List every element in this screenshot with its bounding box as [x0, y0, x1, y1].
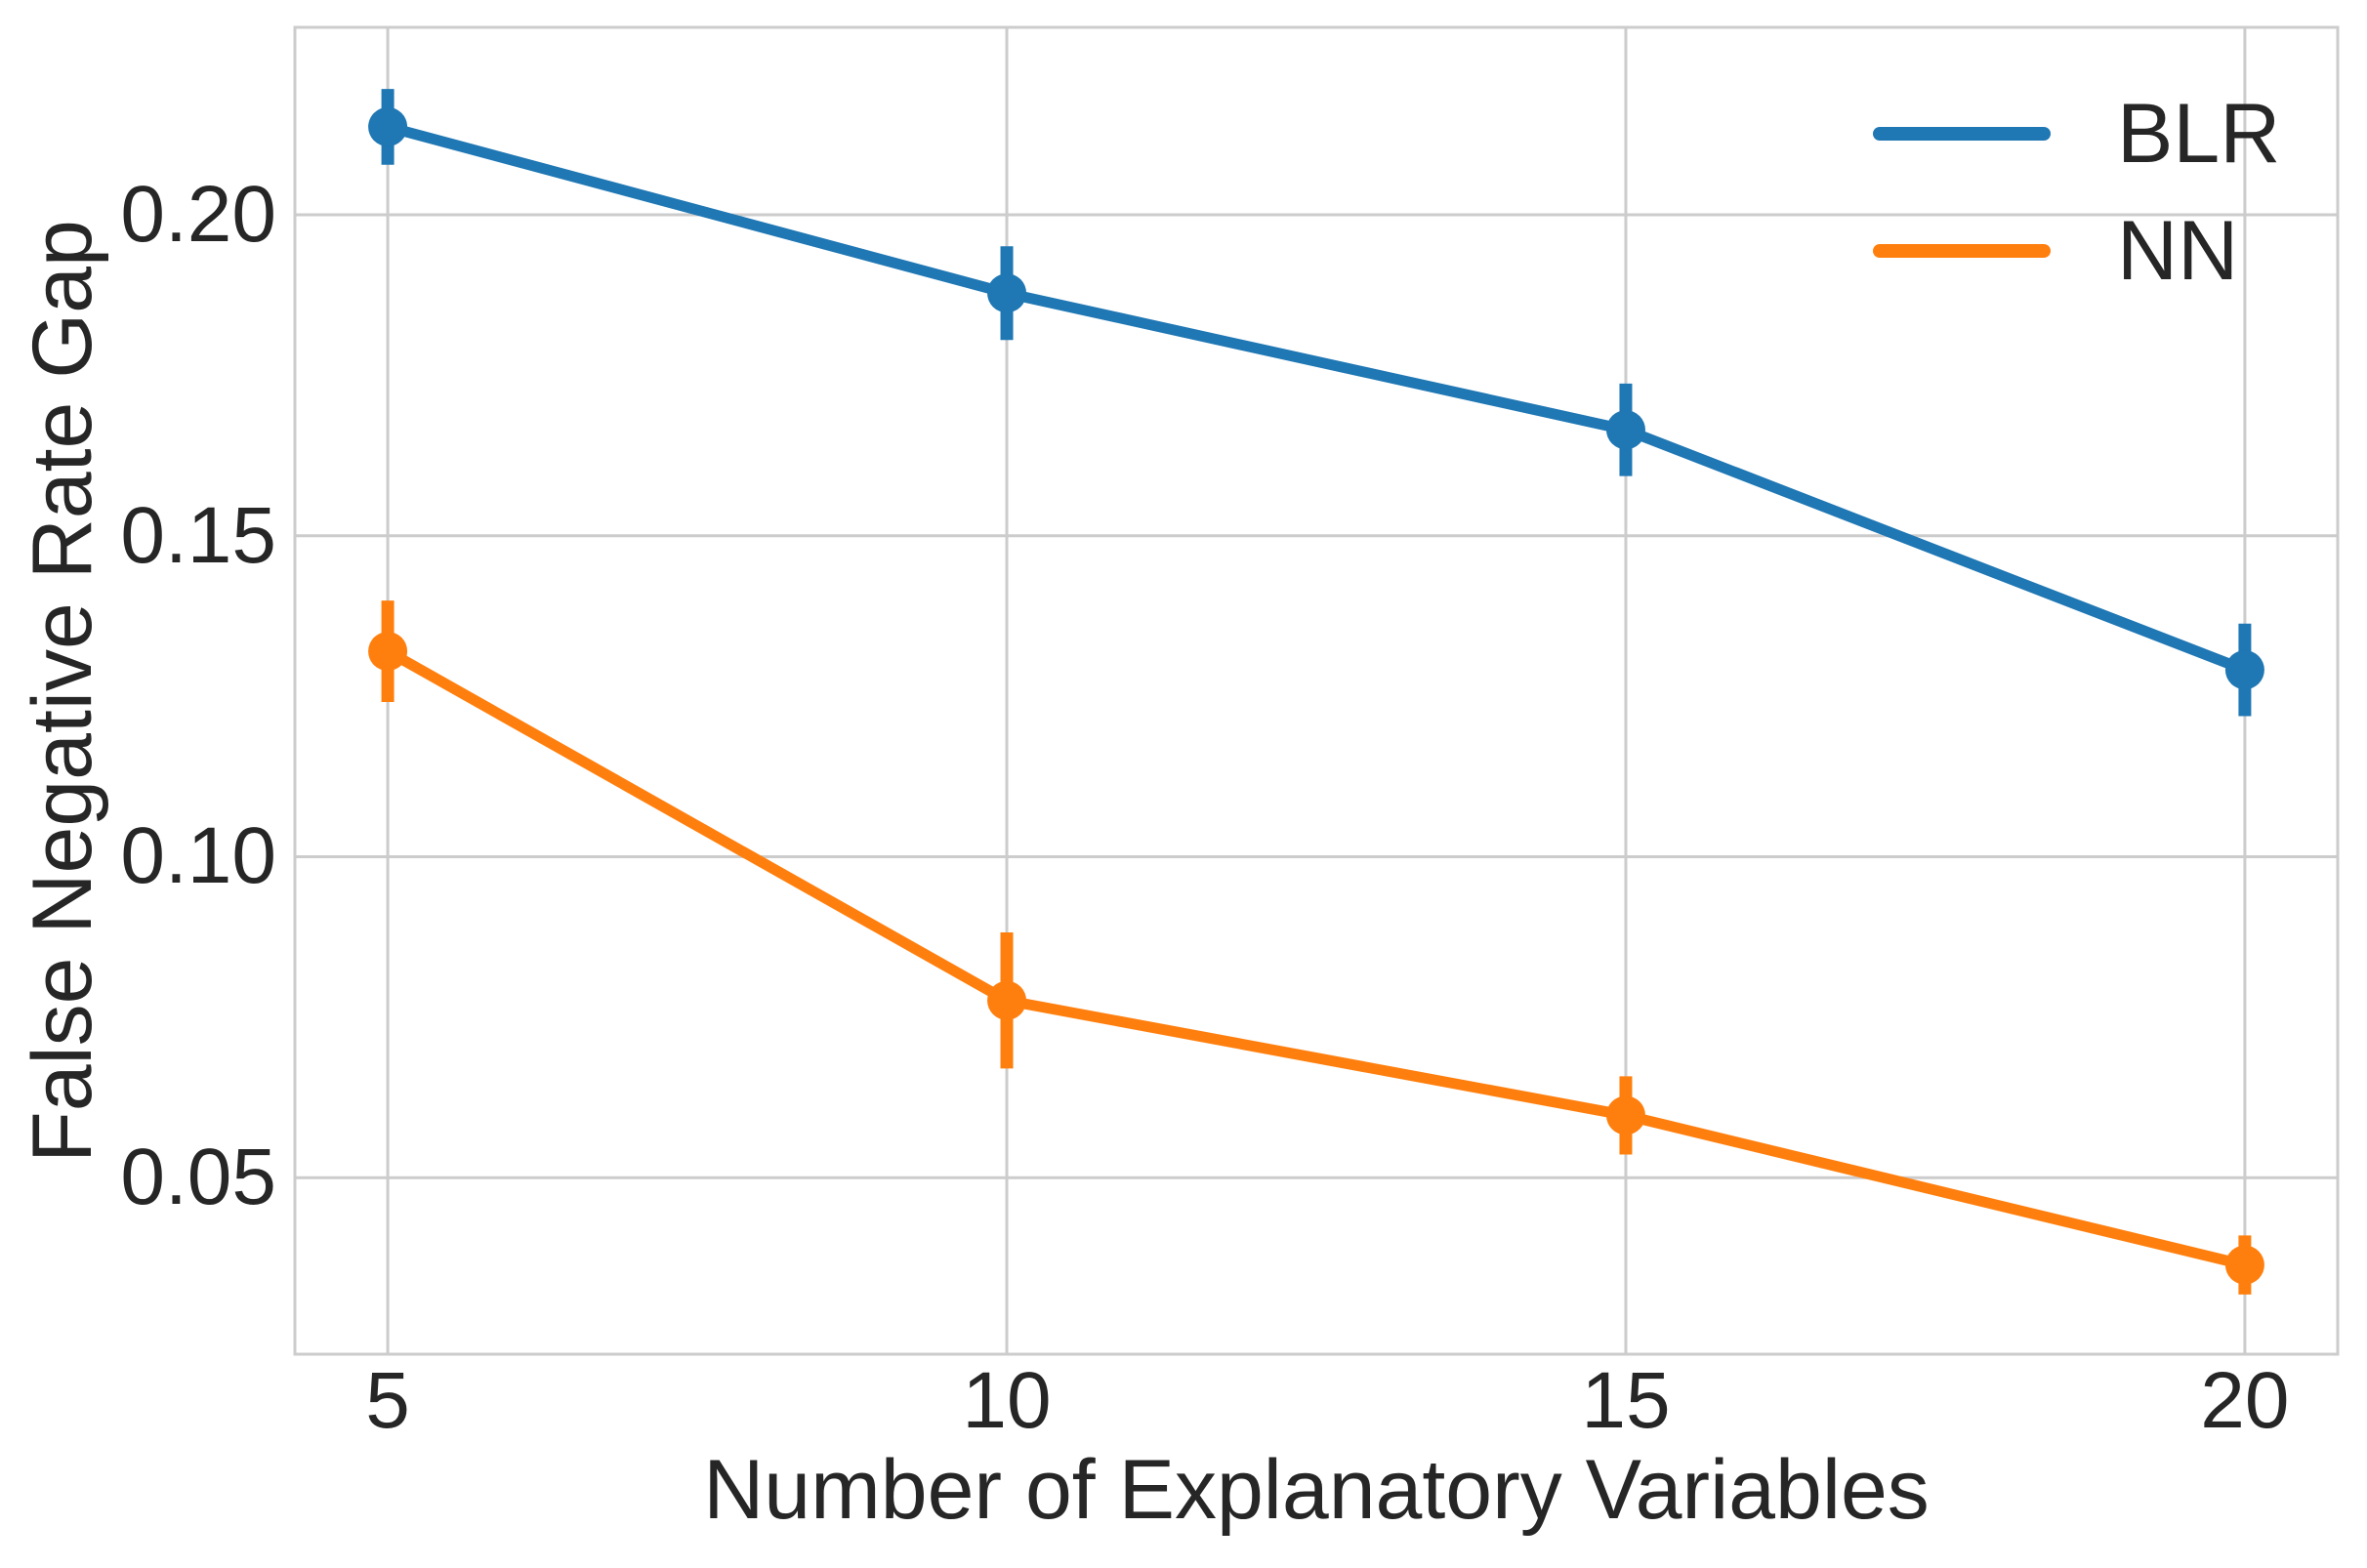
marker-nn-x10: [987, 980, 1027, 1020]
y-axis-label: False Negative Rate Gap: [16, 220, 109, 1163]
y-tick-0.05: 0.05: [120, 1133, 276, 1222]
y-tick-0.10: 0.10: [120, 811, 276, 901]
axes-spines: [293, 25, 2340, 1356]
marker-blr-x10: [987, 273, 1027, 313]
x-axis-label: Number of Explanatory Variables: [703, 1443, 1930, 1537]
x-tick-10: 10: [962, 1356, 1052, 1445]
legend-label-nn: NN: [2117, 204, 2239, 298]
x-tick-20: 20: [2200, 1356, 2290, 1445]
marker-nn-x15: [1605, 1095, 1645, 1135]
nn-line-swatch: [1873, 244, 2051, 258]
marker-nn-x20: [2224, 1245, 2264, 1285]
marker-nn-x5: [368, 632, 408, 672]
legend-entry-blr: BLR: [1873, 75, 2280, 192]
series-line-nn: [385, 646, 2247, 1270]
legend-entry-nn: NN: [1873, 192, 2280, 309]
marker-blr-x5: [368, 106, 408, 146]
y-tick-0.20: 0.20: [120, 169, 276, 259]
x-tick-15: 15: [1581, 1356, 1671, 1445]
x-tick-5: 5: [365, 1356, 410, 1445]
marker-blr-x15: [1605, 410, 1645, 450]
blr-line-swatch: [1873, 127, 2051, 141]
legend-label-blr: BLR: [2117, 87, 2281, 181]
y-tick-0.15: 0.15: [120, 490, 276, 580]
marker-blr-x20: [2224, 650, 2264, 690]
series-line-blr: [386, 121, 2247, 676]
legend: BLR NN: [1873, 75, 2280, 309]
